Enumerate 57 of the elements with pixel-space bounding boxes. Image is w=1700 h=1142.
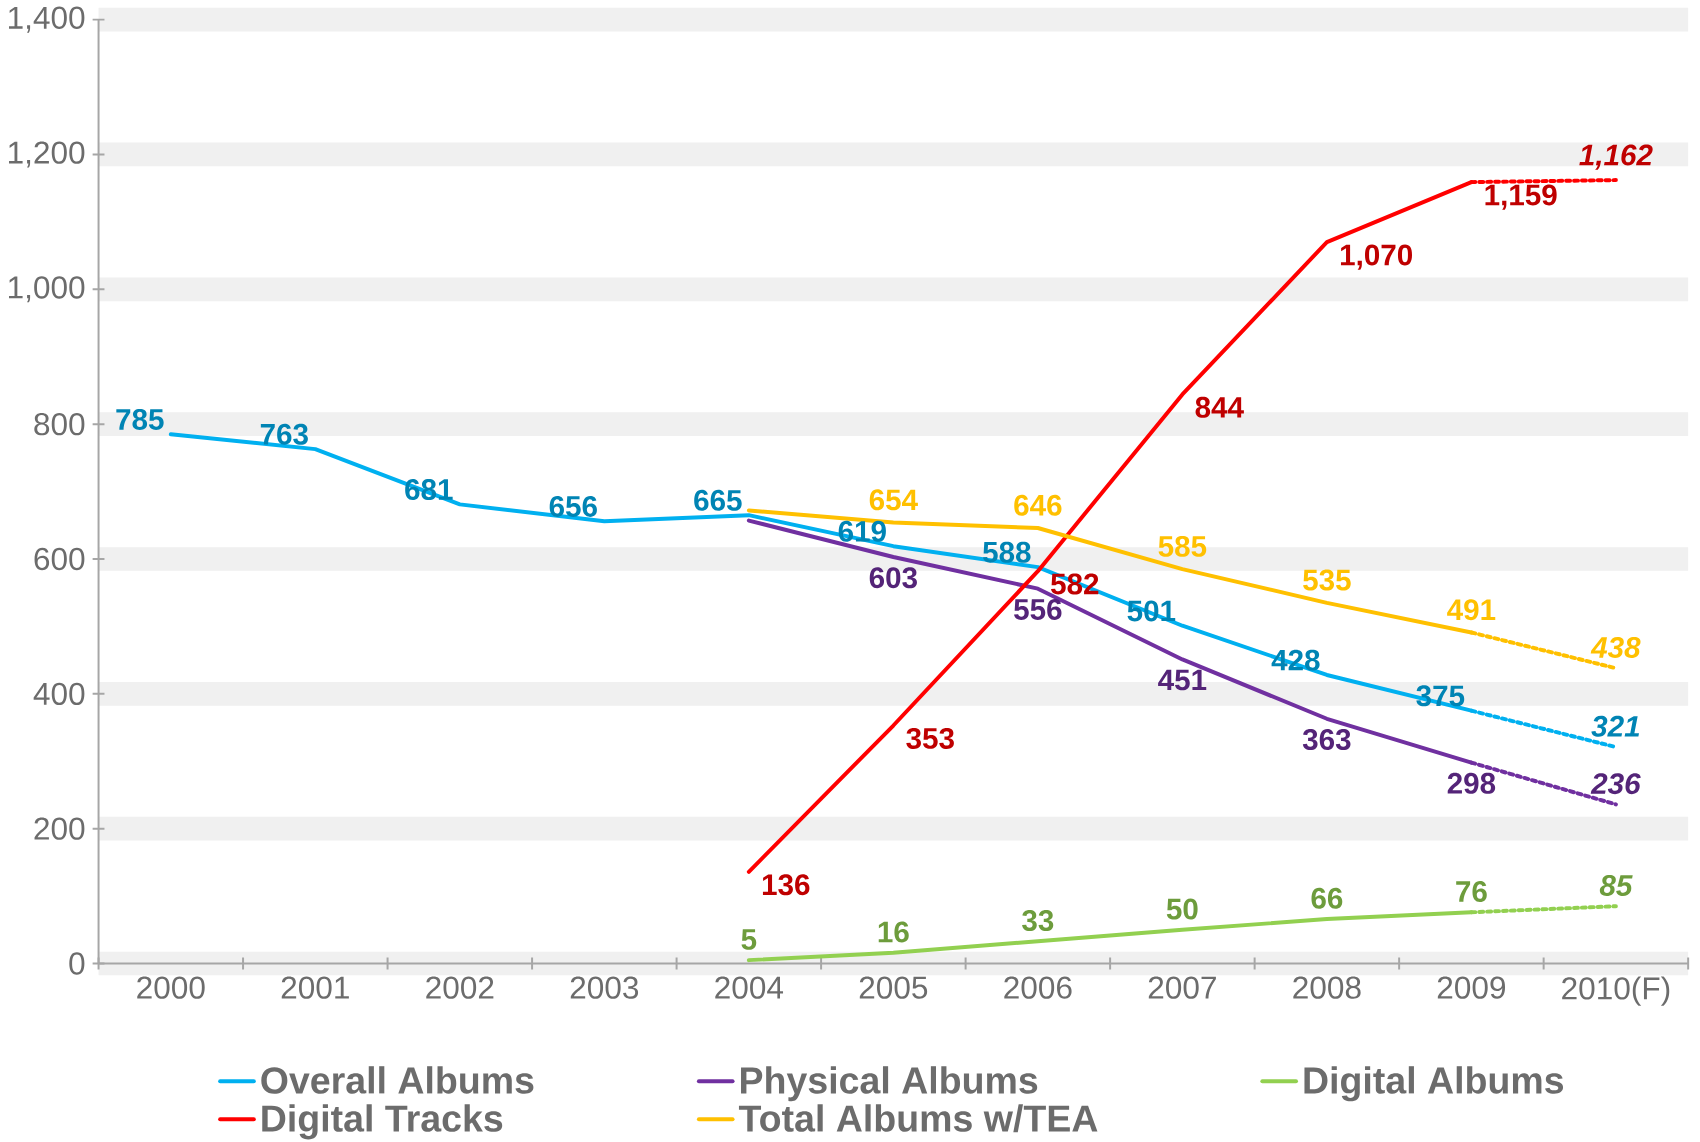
- data-label: 76: [1456, 880, 1487, 902]
- y-tick-label: 0: [69, 952, 85, 975]
- y-tick-label: 600: [34, 547, 85, 571]
- y-tick-label: 200: [34, 817, 85, 840]
- x-tick-label: 2009: [1437, 976, 1506, 999]
- data-label: 491: [1447, 599, 1496, 621]
- legend-label: Overall Albums: [261, 1066, 534, 1094]
- data-label: 619: [838, 520, 886, 542]
- data-label: 66: [1311, 887, 1343, 909]
- data-label: 656: [549, 495, 597, 517]
- legend-label: Digital Albums: [1304, 1066, 1564, 1102]
- data-label: 438: [1590, 636, 1641, 658]
- y-tick-label: 800: [34, 412, 85, 436]
- data-label: 585: [1158, 535, 1207, 557]
- data-label: 375: [1416, 685, 1465, 707]
- data-label: 844: [1195, 396, 1244, 418]
- data-label: 16: [878, 921, 909, 943]
- data-label: 451: [1158, 669, 1207, 691]
- data-label: 665: [694, 489, 742, 511]
- x-tick-label: 2006: [1004, 976, 1072, 999]
- data-label: 535: [1303, 569, 1351, 591]
- data-label: 50: [1166, 898, 1198, 920]
- x-tick-label: 2000: [137, 976, 205, 999]
- y-tick-label: 1,400: [9, 6, 85, 33]
- x-tick-label: 2002: [426, 976, 494, 999]
- data-label: 236: [1590, 773, 1641, 794]
- x-tick-label: 2003: [570, 976, 639, 999]
- legend-label: Total Albums w/TEA: [738, 1104, 1098, 1133]
- x-tick-label: 2010(F): [1562, 976, 1670, 1006]
- y-tick-label: 400: [33, 682, 85, 705]
- data-label: 321: [1591, 715, 1639, 737]
- data-label: 1,159: [1485, 184, 1557, 210]
- data-label: 646: [1014, 494, 1062, 516]
- legend-label: Digital Tracks: [262, 1104, 503, 1140]
- data-label: 5: [741, 929, 757, 950]
- y-tick-label: 1,200: [9, 141, 85, 168]
- data-label: 785: [116, 408, 164, 430]
- data-label: 588: [983, 541, 1031, 563]
- x-tick-label: 2008: [1293, 976, 1361, 999]
- data-label: 353: [906, 727, 954, 749]
- data-label: 603: [869, 567, 917, 589]
- data-label: 298: [1447, 772, 1496, 794]
- data-label: 654: [869, 489, 918, 511]
- data-label: 1,070: [1340, 244, 1412, 270]
- x-tick-label: 2007: [1148, 976, 1216, 999]
- data-label: 763: [260, 423, 308, 445]
- data-label: 556: [1014, 598, 1062, 620]
- x-tick-label: 2004: [715, 976, 784, 999]
- x-tick-label: 2001: [281, 976, 349, 999]
- data-label: 33: [1022, 909, 1054, 931]
- y-tick-label: 1,000: [9, 276, 85, 303]
- data-label: 136: [762, 874, 810, 896]
- data-label: 85: [1599, 874, 1633, 896]
- x-tick-label: 2005: [859, 976, 928, 999]
- legend-label: Physical Albums: [741, 1066, 1038, 1102]
- data-label: 1,162: [1579, 144, 1653, 170]
- data-label: 363: [1302, 728, 1351, 750]
